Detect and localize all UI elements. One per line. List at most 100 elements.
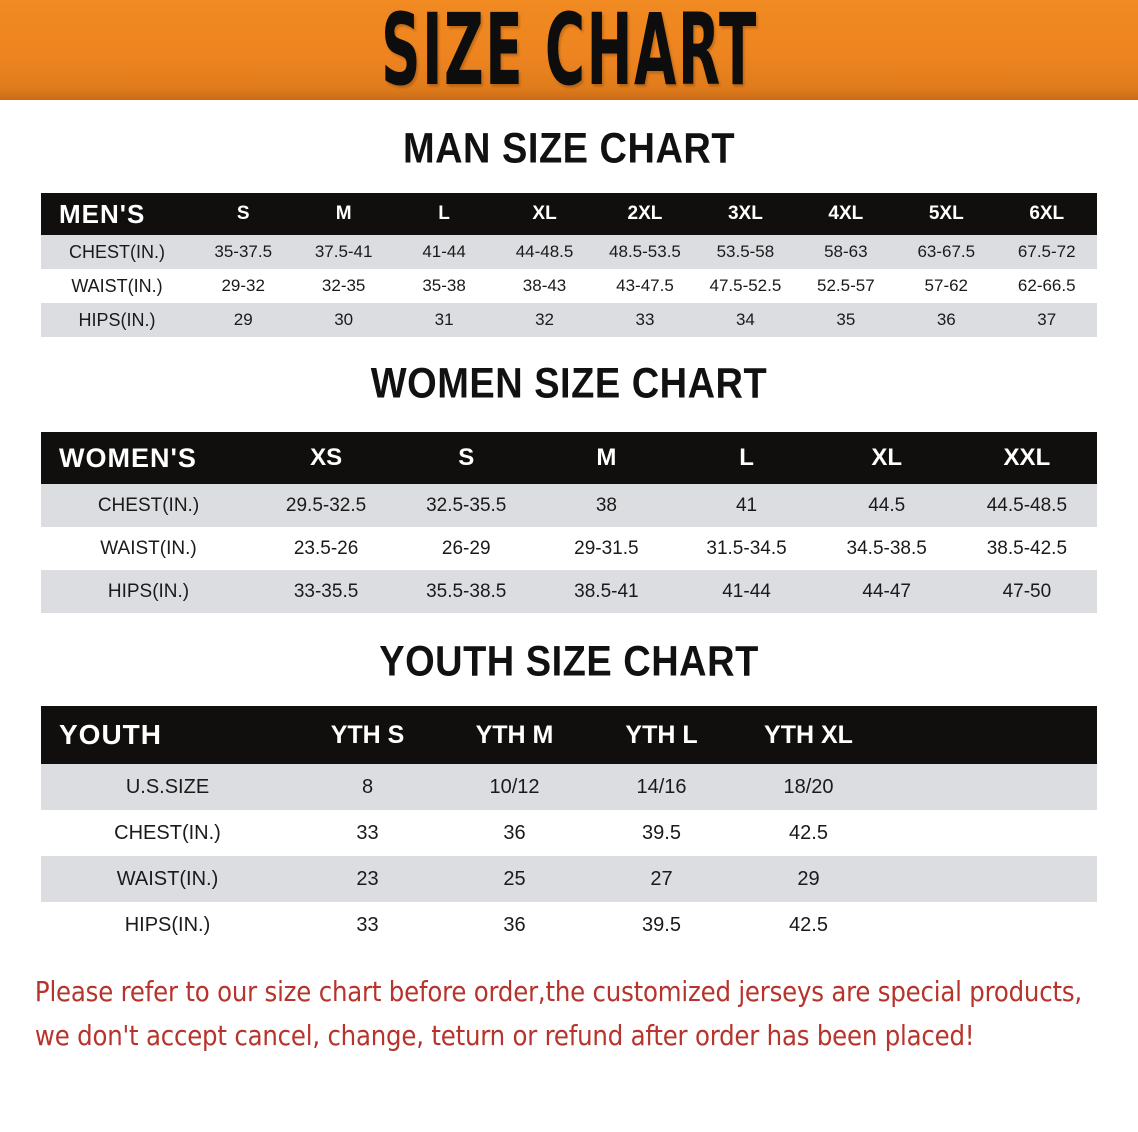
women-cell-0-5: 44.5-48.5 bbox=[956, 484, 1097, 527]
women-col-header-5: XXL bbox=[956, 432, 1097, 484]
table-row: CHEST(IN.) 35-37.5 37.5-41 41-44 44-48.5… bbox=[41, 235, 1097, 269]
man-corner-label: MEN'S bbox=[41, 193, 193, 235]
youth-cell-2-2: 27 bbox=[588, 856, 735, 902]
man-cell-2-0: 29 bbox=[193, 303, 294, 337]
man-row-label-1: WAIST(IN.) bbox=[41, 269, 193, 303]
man-col-header-6: 4XL bbox=[795, 193, 897, 235]
table-row: WAIST(IN.) 23 25 27 29 bbox=[41, 856, 1097, 902]
youth-header-spacer bbox=[882, 706, 1097, 764]
man-cell-0-1: 37.5-41 bbox=[293, 235, 394, 269]
man-cell-2-2: 31 bbox=[393, 303, 495, 337]
man-cell-0-0: 35-37.5 bbox=[193, 235, 294, 269]
man-cell-1-2: 35-38 bbox=[393, 269, 495, 303]
women-cell-0-1: 32.5-35.5 bbox=[396, 484, 537, 527]
women-cell-1-5: 38.5-42.5 bbox=[956, 527, 1097, 570]
youth-cell-3-1: 36 bbox=[441, 902, 588, 948]
banner-title: SIZE CHART bbox=[380, 0, 758, 100]
women-cell-2-3: 41-44 bbox=[676, 570, 817, 613]
man-cell-2-5: 34 bbox=[695, 303, 796, 337]
man-size-table-wrapper: MEN'S S M L XL 2XL 3XL 4XL 5XL 6XL CHEST… bbox=[0, 193, 1138, 337]
man-col-header-1: M bbox=[293, 193, 394, 235]
youth-size-table: YOUTH YTH S YTH M YTH L YTH XL U.S.SIZE … bbox=[41, 706, 1097, 948]
women-cell-0-0: 29.5-32.5 bbox=[256, 484, 397, 527]
women-size-table: WOMEN'S XS S M L XL XXL CHEST(IN.) 29.5-… bbox=[41, 432, 1097, 613]
youth-cell-3-3: 42.5 bbox=[735, 902, 882, 948]
disclaimer-line-1: Please refer to our size chart before or… bbox=[34, 975, 1082, 1008]
women-cell-1-0: 23.5-26 bbox=[256, 527, 397, 570]
women-row-label-1: WAIST(IN.) bbox=[41, 527, 256, 570]
man-cell-1-1: 32-35 bbox=[293, 269, 394, 303]
youth-cell-3-0: 33 bbox=[294, 902, 441, 948]
man-row-label-2: HIPS(IN.) bbox=[41, 303, 193, 337]
table-header-row: MEN'S S M L XL 2XL 3XL 4XL 5XL 6XL bbox=[41, 193, 1097, 235]
youth-col-header-2: YTH L bbox=[588, 706, 735, 764]
women-cell-2-0: 33-35.5 bbox=[256, 570, 397, 613]
women-col-header-4: XL bbox=[816, 432, 957, 484]
table-row: WAIST(IN.) 23.5-26 26-29 29-31.5 31.5-34… bbox=[41, 527, 1097, 570]
youth-cell-spacer bbox=[882, 856, 1097, 902]
women-cell-1-1: 26-29 bbox=[396, 527, 537, 570]
youth-cell-1-1: 36 bbox=[441, 810, 588, 856]
table-row: WAIST(IN.) 29-32 32-35 35-38 38-43 43-47… bbox=[41, 269, 1097, 303]
man-cell-1-8: 62-66.5 bbox=[996, 269, 1097, 303]
man-col-header-5: 3XL bbox=[695, 193, 796, 235]
women-size-table-wrapper: WOMEN'S XS S M L XL XXL CHEST(IN.) 29.5-… bbox=[0, 432, 1138, 613]
disclaimer-line-2: we don't accept cancel, change, teturn o… bbox=[34, 1019, 975, 1052]
man-cell-1-0: 29-32 bbox=[193, 269, 294, 303]
man-cell-1-4: 43-47.5 bbox=[594, 269, 696, 303]
youth-size-table-wrapper: YOUTH YTH S YTH M YTH L YTH XL U.S.SIZE … bbox=[0, 706, 1138, 948]
youth-cell-0-0: 8 bbox=[294, 764, 441, 810]
man-cell-0-2: 41-44 bbox=[393, 235, 495, 269]
youth-row-label-1: CHEST(IN.) bbox=[41, 810, 294, 856]
man-col-header-7: 5XL bbox=[896, 193, 997, 235]
youth-cell-spacer bbox=[882, 902, 1097, 948]
man-size-table: MEN'S S M L XL 2XL 3XL 4XL 5XL 6XL CHEST… bbox=[41, 193, 1097, 337]
man-col-header-0: S bbox=[193, 193, 294, 235]
youth-cell-spacer bbox=[882, 764, 1097, 810]
women-cell-0-3: 41 bbox=[676, 484, 817, 527]
man-cell-2-4: 33 bbox=[594, 303, 696, 337]
women-cell-1-3: 31.5-34.5 bbox=[676, 527, 817, 570]
table-row: HIPS(IN.) 29 30 31 32 33 34 35 36 37 bbox=[41, 303, 1097, 337]
youth-cell-2-1: 25 bbox=[441, 856, 588, 902]
table-row: U.S.SIZE 8 10/12 14/16 18/20 bbox=[41, 764, 1097, 810]
women-col-header-1: S bbox=[396, 432, 537, 484]
women-cell-1-4: 34.5-38.5 bbox=[816, 527, 957, 570]
women-corner-label: WOMEN'S bbox=[41, 432, 256, 484]
youth-cell-0-2: 14/16 bbox=[588, 764, 735, 810]
youth-section-title: YOUTH SIZE CHART bbox=[379, 638, 759, 686]
women-cell-0-4: 44.5 bbox=[816, 484, 957, 527]
women-section-title: WOMEN SIZE CHART bbox=[370, 360, 768, 408]
youth-row-label-0: U.S.SIZE bbox=[41, 764, 294, 810]
youth-row-label-2: WAIST(IN.) bbox=[41, 856, 294, 902]
man-cell-2-7: 36 bbox=[896, 303, 997, 337]
youth-col-header-3: YTH XL bbox=[735, 706, 882, 764]
women-cell-2-4: 44-47 bbox=[816, 570, 957, 613]
man-cell-0-4: 48.5-53.5 bbox=[594, 235, 696, 269]
youth-cell-2-0: 23 bbox=[294, 856, 441, 902]
man-cell-1-6: 52.5-57 bbox=[795, 269, 897, 303]
youth-cell-0-3: 18/20 bbox=[735, 764, 882, 810]
size-chart-banner: SIZE CHART bbox=[0, 0, 1138, 100]
man-col-header-4: 2XL bbox=[594, 193, 696, 235]
women-cell-2-1: 35.5-38.5 bbox=[396, 570, 537, 613]
youth-cell-1-0: 33 bbox=[294, 810, 441, 856]
table-header-row: YOUTH YTH S YTH M YTH L YTH XL bbox=[41, 706, 1097, 764]
man-cell-2-6: 35 bbox=[795, 303, 897, 337]
table-row: HIPS(IN.) 33 36 39.5 42.5 bbox=[41, 902, 1097, 948]
women-col-header-0: XS bbox=[256, 432, 397, 484]
table-row: CHEST(IN.) 33 36 39.5 42.5 bbox=[41, 810, 1097, 856]
man-cell-0-3: 44-48.5 bbox=[494, 235, 595, 269]
youth-col-header-1: YTH M bbox=[441, 706, 588, 764]
size-chart-disclaimer: Please refer to our size chart before or… bbox=[0, 970, 1104, 1058]
man-cell-2-3: 32 bbox=[494, 303, 595, 337]
women-cell-2-5: 47-50 bbox=[956, 570, 1097, 613]
man-row-label-0: CHEST(IN.) bbox=[41, 235, 193, 269]
youth-col-header-0: YTH S bbox=[294, 706, 441, 764]
man-cell-2-1: 30 bbox=[293, 303, 394, 337]
women-col-header-3: L bbox=[676, 432, 817, 484]
youth-cell-1-3: 42.5 bbox=[735, 810, 882, 856]
youth-row-label-3: HIPS(IN.) bbox=[41, 902, 294, 948]
man-cell-1-7: 57-62 bbox=[896, 269, 997, 303]
table-row: CHEST(IN.) 29.5-32.5 32.5-35.5 38 41 44.… bbox=[41, 484, 1097, 527]
